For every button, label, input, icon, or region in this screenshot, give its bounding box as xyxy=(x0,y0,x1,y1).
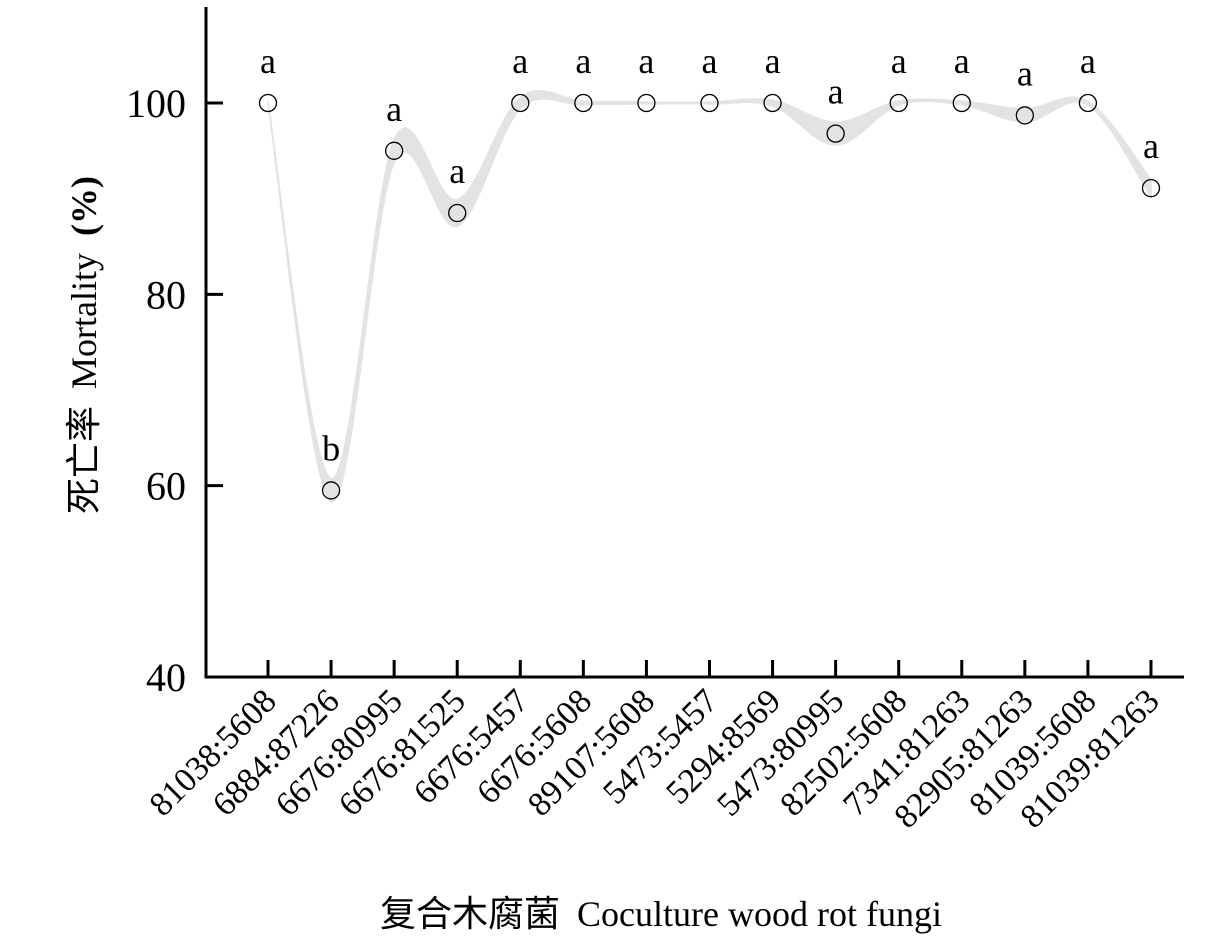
data-point xyxy=(889,93,908,113)
data-point xyxy=(384,141,404,160)
significance-letters: a b a a a a a a a a a a a a a xyxy=(260,41,1159,468)
data-point xyxy=(321,481,341,500)
y-tick-label: 60 xyxy=(146,464,186,509)
data-point xyxy=(952,93,971,113)
significance-letter: a xyxy=(1143,126,1159,166)
significance-letter: a xyxy=(891,41,907,81)
data-point xyxy=(763,93,782,113)
significance-letter: a xyxy=(575,41,591,81)
category-labels: 81038:56086884:872266676:809956676:81525… xyxy=(143,682,1167,835)
data-point xyxy=(637,93,656,113)
data-point xyxy=(258,93,278,113)
data-point xyxy=(1078,93,1098,113)
data-point xyxy=(826,124,845,143)
significance-letter: a xyxy=(701,41,717,81)
y-axis: 40 60 80 100 xyxy=(126,7,223,700)
significance-letter: a xyxy=(449,151,465,191)
data-point xyxy=(1015,106,1034,125)
data-point xyxy=(448,203,467,223)
error-band xyxy=(267,89,1152,503)
significance-letter: a xyxy=(828,72,844,112)
significance-letter: a xyxy=(954,41,970,81)
significance-letter: a xyxy=(1017,53,1033,93)
data-point xyxy=(511,93,530,113)
significance-letter: b xyxy=(322,428,340,468)
y-tick-label: 40 xyxy=(146,655,186,700)
y-tick-label: 80 xyxy=(146,272,186,317)
x-axis xyxy=(204,660,1184,679)
significance-letter: a xyxy=(512,41,528,81)
y-axis-title: 死亡率 Mortality (%) xyxy=(64,176,104,514)
significance-letter: a xyxy=(638,41,654,81)
significance-letter: a xyxy=(386,89,402,129)
data-points xyxy=(258,93,1161,500)
confidence-band xyxy=(267,89,1152,503)
significance-letter: a xyxy=(1080,41,1096,81)
significance-letter: a xyxy=(260,41,276,81)
data-point xyxy=(574,93,593,113)
y-tick-label: 100 xyxy=(126,81,186,126)
data-point xyxy=(700,93,719,113)
significance-letter: a xyxy=(765,41,781,81)
x-axis-title: 复合木腐菌 Coculture wood rot fungi xyxy=(380,894,942,934)
data-point xyxy=(1141,178,1161,198)
